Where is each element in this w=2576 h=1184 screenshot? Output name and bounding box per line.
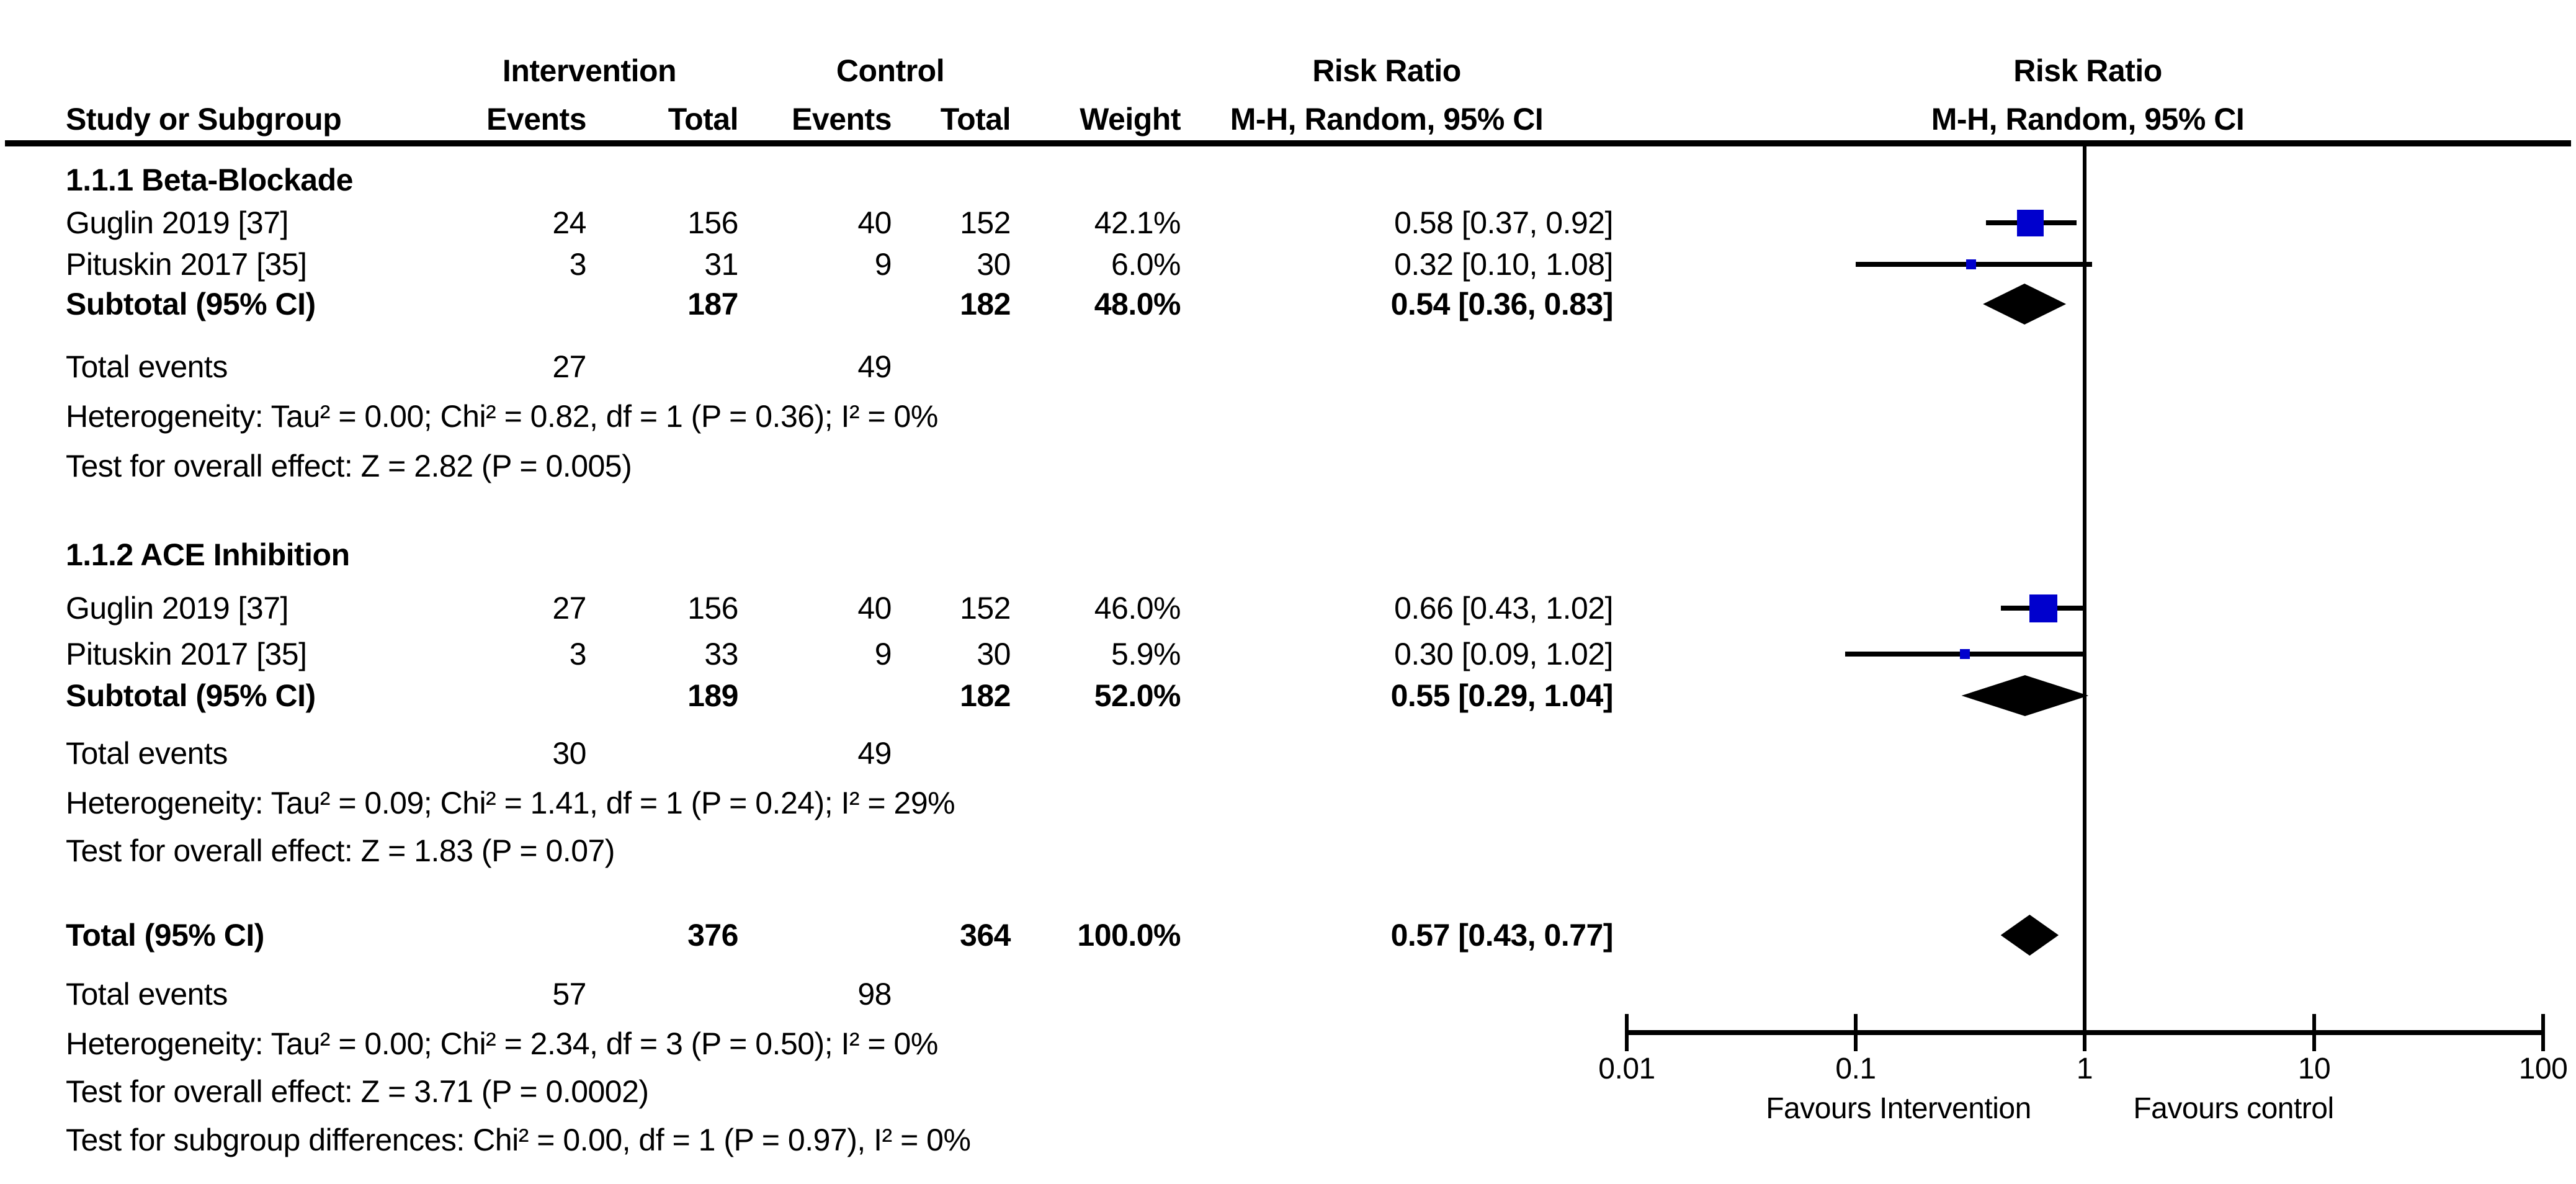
subgroup-differences-text: Test for subgroup differences: Chi² = 0.…	[66, 1123, 971, 1157]
x-axis-tick	[2312, 1014, 2316, 1051]
study-label: Pituskin 2017 [35]	[66, 637, 307, 671]
weight-value: 46.0%	[1094, 591, 1181, 626]
risk-ratio-text-column-title: Risk Ratio	[1312, 53, 1461, 88]
total-intervention-value: 156	[687, 591, 738, 626]
total-label: Total (95% CI)	[66, 918, 264, 953]
control-group-header: Control	[836, 53, 945, 88]
total-control-column-header: Total	[940, 102, 1011, 137]
x-axis-tick-label: 10	[2297, 1052, 2331, 1085]
favours-intervention-label: Favours Intervention	[1766, 1092, 2031, 1125]
x-axis-tick-label: 0.01	[1598, 1052, 1655, 1085]
risk-ratio-ci-text: 0.58 [0.37, 0.92]	[1394, 205, 1613, 240]
risk-ratio-ci-text: 0.32 [0.10, 1.08]	[1394, 247, 1613, 282]
total-intervention-value: 31	[704, 247, 738, 282]
point-estimate-square	[2029, 594, 2057, 622]
overall-effect-text: Test for overall effect: Z = 3.71 (P = 0…	[66, 1074, 649, 1109]
risk-ratio-ci-text: 0.30 [0.09, 1.02]	[1394, 637, 1613, 671]
events-control-value: 40	[857, 591, 892, 626]
events-intervention-value: 24	[552, 205, 586, 240]
total-intervention-column-header: Total	[668, 102, 739, 137]
heterogeneity-text: Heterogeneity: Tau² = 0.09; Chi² = 1.41,…	[66, 786, 955, 820]
total-events-label: Total events	[66, 736, 228, 771]
study-label: Guglin 2019 [37]	[66, 205, 288, 240]
point-estimate-square	[1959, 649, 1970, 659]
total-control-value: 152	[960, 205, 1011, 240]
study-label: Guglin 2019 [37]	[66, 591, 288, 626]
subtotal-label: Subtotal (95% CI)	[66, 678, 316, 713]
events-intervention-value: 27	[552, 591, 586, 626]
total-intervention-value: 156	[687, 205, 738, 240]
events-control-value: 9	[874, 247, 892, 282]
subgroup-2-heading: 1.1.2 ACE Inhibition	[66, 537, 350, 572]
weight-value: 6.0%	[1111, 247, 1181, 282]
total-diamond	[2000, 915, 2059, 956]
total-events-label: Total events	[66, 349, 228, 384]
subtotal-label: Subtotal (95% CI)	[66, 287, 316, 321]
overall-effect-text: Test for overall effect: Z = 1.83 (P = 0…	[66, 833, 615, 868]
risk-ratio-plot-column-subheader: M-H, Random, 95% CI	[1931, 102, 2245, 137]
intervention-group-header: Intervention	[502, 53, 677, 88]
study-label: Pituskin 2017 [35]	[66, 247, 307, 282]
total-events-intervention: 30	[552, 736, 586, 771]
risk-ratio-text-column-subheader: M-H, Random, 95% CI	[1230, 102, 1544, 137]
weight-value: 42.1%	[1094, 205, 1181, 240]
total-events-intervention: 57	[552, 977, 586, 1011]
events-control-column-header: Events	[792, 102, 892, 137]
risk-ratio-ci-text: 0.66 [0.43, 1.02]	[1394, 591, 1613, 626]
x-axis-tick	[1625, 1014, 1629, 1051]
total-total-intervention: 376	[687, 918, 738, 953]
subtotal-total-intervention: 187	[687, 287, 738, 321]
total-control-value: 152	[960, 591, 1011, 626]
events-control-value: 9	[874, 637, 892, 671]
total-events-control: 49	[857, 349, 892, 384]
total-control-value: 30	[977, 637, 1011, 671]
point-estimate-square	[1966, 259, 1977, 269]
total-risk-ratio-ci-text: 0.57 [0.43, 0.77]	[1390, 918, 1614, 953]
study-column-header: Study or Subgroup	[66, 102, 342, 137]
events-intervention-value: 3	[569, 247, 587, 282]
reference-line	[2083, 146, 2086, 1033]
subtotal-diamond	[1983, 284, 2067, 325]
overall-effect-text: Test for overall effect: Z = 2.82 (P = 0…	[66, 449, 632, 483]
total-events-intervention: 27	[552, 349, 586, 384]
total-events-control: 98	[857, 977, 892, 1011]
total-weight: 100.0%	[1077, 918, 1181, 953]
heterogeneity-text: Heterogeneity: Tau² = 0.00; Chi² = 2.34,…	[66, 1026, 938, 1061]
x-axis-tick-label: 100	[2518, 1052, 2568, 1085]
subgroup-1-heading: 1.1.1 Beta-Blockade	[66, 163, 353, 197]
total-events-control: 49	[857, 736, 892, 771]
subtotal-weight: 48.0%	[1094, 287, 1181, 321]
x-axis-tick-label: 0.1	[1835, 1052, 1876, 1085]
total-events-label: Total events	[66, 977, 228, 1011]
heterogeneity-text: Heterogeneity: Tau² = 0.00; Chi² = 0.82,…	[66, 399, 938, 434]
weight-column-header: Weight	[1080, 102, 1181, 137]
x-axis-tick	[2541, 1014, 2545, 1051]
subtotal-total-control: 182	[960, 287, 1011, 321]
subtotal-risk-ratio-ci-text: 0.54 [0.36, 0.83]	[1390, 287, 1614, 321]
point-estimate-square	[2017, 209, 2044, 236]
total-total-control: 364	[960, 918, 1011, 953]
events-control-value: 40	[857, 205, 892, 240]
x-axis-tick	[1854, 1014, 1858, 1051]
risk-ratio-plot-column-title: Risk Ratio	[2013, 53, 2162, 88]
x-axis-tick-label: 1	[2076, 1052, 2093, 1085]
subtotal-total-intervention: 189	[687, 678, 738, 713]
total-control-value: 30	[977, 247, 1011, 282]
favours-control-label: Favours control	[2133, 1092, 2334, 1125]
subtotal-diamond	[1961, 675, 2089, 716]
weight-value: 5.9%	[1111, 637, 1181, 671]
events-intervention-column-header: Events	[486, 102, 586, 137]
total-intervention-value: 33	[704, 637, 738, 671]
subtotal-risk-ratio-ci-text: 0.55 [0.29, 1.04]	[1390, 678, 1614, 713]
header-underline	[5, 140, 2571, 146]
x-axis-tick	[2083, 1014, 2086, 1051]
subtotal-total-control: 182	[960, 678, 1011, 713]
events-intervention-value: 3	[569, 637, 587, 671]
subtotal-weight: 52.0%	[1094, 678, 1181, 713]
